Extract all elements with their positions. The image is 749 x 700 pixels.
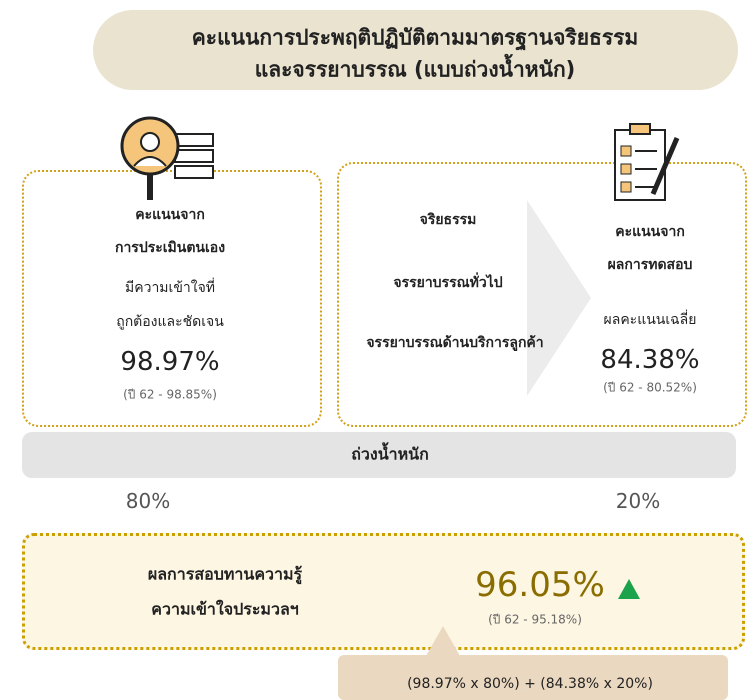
self-heading: คะแนนจาก bbox=[135, 207, 205, 223]
test-heading: ผลการทดสอบ bbox=[607, 257, 693, 273]
self-note: มีความเข้าใจที่ bbox=[124, 280, 216, 296]
self-score: 98.97% bbox=[120, 347, 220, 377]
test-score: 84.38% bbox=[600, 345, 700, 375]
self-previous: (ปี 62 - 98.85%) bbox=[123, 387, 217, 402]
self-box bbox=[22, 170, 322, 427]
weight-left: 80% bbox=[125, 489, 171, 513]
test-box bbox=[337, 162, 747, 427]
self-icon bbox=[120, 116, 214, 200]
test-heading: คะแนนจาก bbox=[615, 224, 685, 240]
topic: จริยธรรม bbox=[419, 212, 477, 228]
test-icon bbox=[614, 123, 680, 201]
title-line: และจรรยาบรรณ (แบบถ่วงน้ำหนัก) bbox=[254, 57, 576, 82]
arrow bbox=[527, 200, 591, 396]
result-line: ความเข้าใจประมวลฯ bbox=[151, 599, 299, 619]
topic: จรรยาบรรณด้านบริการลูกค้า bbox=[366, 335, 544, 351]
topic: จรรยาบรรณทั่วไป bbox=[393, 275, 503, 291]
self-heading: การประเมินตนเอง bbox=[114, 240, 226, 256]
weight-right: 20% bbox=[615, 489, 661, 513]
title-pill bbox=[93, 10, 738, 90]
self-note: ถูกต้องและชัดเจน bbox=[116, 314, 224, 330]
weight-label: ถ่วงน้ำหนัก bbox=[351, 444, 429, 464]
result-score: 96.05% bbox=[475, 565, 605, 605]
title-line: คะแนนการประพฤติปฏิบัติตามมาตรฐานจริยธรรม bbox=[191, 25, 639, 50]
formula-callout bbox=[338, 626, 728, 700]
up-arrow bbox=[618, 579, 640, 599]
test-note: ผลคะแนนเฉลี่ย bbox=[603, 312, 697, 328]
result-line: ผลการสอบทานความรู้ bbox=[147, 564, 303, 584]
test-previous: (ปี 62 - 80.52%) bbox=[603, 380, 697, 395]
formula: (98.97% x 80%) + (84.38% x 20%) bbox=[407, 676, 653, 692]
result-previous: (ปี 62 - 95.18%) bbox=[488, 612, 582, 627]
weight-bar bbox=[22, 432, 736, 478]
